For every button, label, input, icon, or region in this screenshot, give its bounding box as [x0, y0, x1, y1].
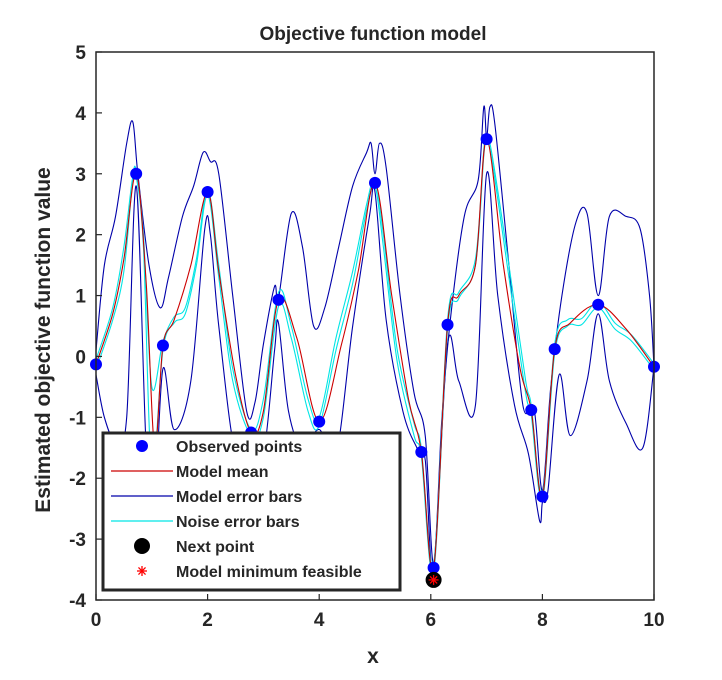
y-tick-label: 4	[75, 104, 86, 125]
legend-swatch-minimum	[137, 566, 147, 576]
x-tick-label: 10	[643, 610, 664, 631]
y-tick-label: 3	[75, 165, 86, 186]
y-tick-label: -2	[69, 469, 86, 490]
observed-point	[201, 186, 214, 199]
observed-point	[272, 293, 285, 306]
legend-label: Model minimum feasible	[176, 564, 362, 581]
observed-point	[525, 404, 538, 417]
y-tick-label: 1	[75, 287, 86, 308]
legend-label: Next point	[176, 539, 255, 556]
observed-point	[441, 318, 454, 331]
x-tick-label: 0	[91, 610, 102, 631]
observed-point	[427, 561, 440, 574]
model-minimum-marker	[428, 574, 439, 585]
model-error-upper-line	[96, 104, 654, 565]
y-axis-label: Estimated objective function value	[32, 167, 55, 512]
x-tick-label: 2	[202, 610, 213, 631]
observed-point	[369, 176, 381, 189]
observed-point	[313, 415, 326, 428]
x-tick-label: 6	[426, 610, 437, 631]
x-axis-label: x	[367, 645, 379, 668]
x-tick-label: 4	[314, 610, 325, 631]
legend: Observed points Model mean Model error bar…	[101, 431, 402, 592]
chart-title: Objective function model	[260, 24, 487, 45]
legend-label: Observed points	[176, 439, 302, 456]
y-tick-label: -1	[69, 408, 86, 429]
y-tick-label: 2	[75, 226, 86, 247]
axes-layer: 0 2 4 6 8 10 -4 -3 -2 -1 0 1 2 3 4 5	[69, 43, 664, 631]
axes-box	[95, 51, 655, 601]
model-mean-line	[96, 138, 654, 571]
observed-point	[536, 490, 549, 503]
observed-point	[480, 133, 493, 146]
y-tick-label: -3	[69, 530, 86, 551]
y-tick-label: -4	[69, 591, 86, 612]
legend-label: Model mean	[176, 464, 268, 481]
observed-point	[548, 343, 561, 356]
legend-label: Model error bars	[176, 489, 302, 506]
legend-label: Noise error bars	[176, 514, 300, 531]
observed-point	[130, 167, 143, 180]
x-tick-label: 8	[537, 610, 548, 631]
legend-box	[101, 431, 402, 592]
observed-point	[415, 446, 428, 459]
observed-point	[592, 298, 605, 311]
y-tick-label: 5	[75, 43, 86, 64]
y-tick-label: 0	[75, 347, 86, 368]
legend-swatch-next	[134, 538, 150, 554]
observed-point	[156, 339, 169, 352]
legend-swatch-observed	[136, 440, 148, 452]
